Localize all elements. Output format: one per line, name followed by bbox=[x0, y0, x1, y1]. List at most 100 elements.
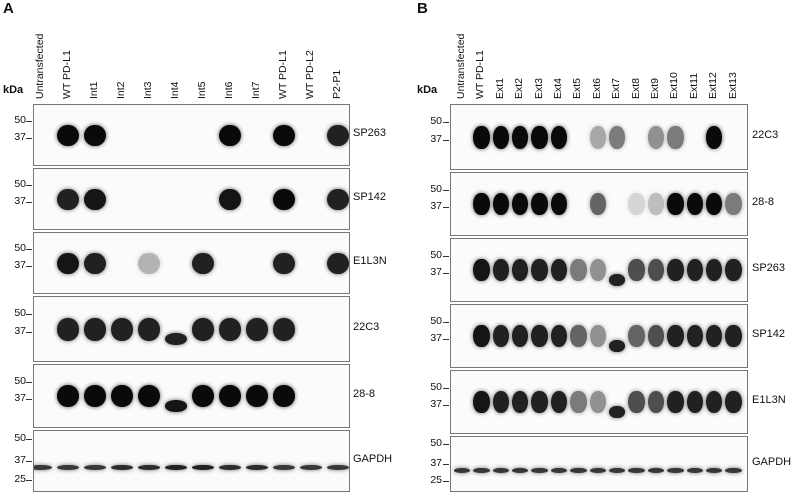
band bbox=[686, 259, 704, 282]
marker-37: 37 bbox=[14, 259, 26, 272]
blot-sp263 bbox=[450, 238, 748, 302]
antibody-label: 22C3 bbox=[752, 129, 779, 141]
band bbox=[570, 391, 587, 414]
marker-tick bbox=[26, 381, 32, 383]
marker-tick bbox=[26, 266, 32, 268]
band bbox=[453, 467, 471, 473]
antibody-label: SP263 bbox=[353, 127, 387, 139]
band bbox=[647, 467, 665, 473]
band bbox=[570, 467, 587, 473]
band bbox=[531, 467, 548, 473]
band bbox=[164, 333, 188, 346]
band bbox=[686, 391, 704, 414]
lane-label: Ext13 bbox=[726, 72, 739, 99]
band bbox=[326, 465, 349, 471]
lane-label: Ext8 bbox=[629, 77, 642, 99]
band bbox=[110, 318, 134, 341]
antibody-label: SP263 bbox=[752, 262, 786, 274]
band bbox=[492, 325, 510, 348]
band bbox=[550, 467, 568, 473]
blot-sp142 bbox=[450, 304, 748, 368]
band bbox=[164, 400, 188, 412]
blot-e1l3n bbox=[33, 232, 350, 294]
band bbox=[628, 325, 645, 348]
band bbox=[647, 259, 665, 282]
band bbox=[56, 124, 80, 146]
band bbox=[272, 318, 296, 341]
blot-28-8 bbox=[450, 172, 748, 236]
band bbox=[705, 467, 723, 473]
band bbox=[492, 467, 510, 473]
band bbox=[686, 325, 704, 348]
band bbox=[56, 465, 80, 471]
antibody-label: SP142 bbox=[752, 328, 786, 340]
band bbox=[511, 467, 529, 473]
band bbox=[56, 252, 80, 274]
band bbox=[550, 193, 568, 216]
marker-tick bbox=[443, 339, 449, 341]
panel-a-letter: A bbox=[3, 0, 14, 17]
lane-label: Int1 bbox=[88, 81, 100, 99]
band bbox=[725, 391, 742, 414]
marker-50: 50 bbox=[14, 242, 26, 255]
lane-label: Ext12 bbox=[707, 72, 720, 99]
marker-50: 50 bbox=[14, 178, 26, 191]
band bbox=[550, 259, 568, 282]
marker-tick bbox=[26, 121, 32, 123]
band bbox=[110, 385, 134, 408]
band bbox=[589, 193, 607, 216]
band bbox=[511, 325, 529, 348]
antibody-label: E1L3N bbox=[752, 394, 786, 406]
band bbox=[492, 193, 510, 216]
lane-label: Ext4 bbox=[552, 77, 564, 99]
band bbox=[589, 467, 607, 473]
band bbox=[218, 465, 242, 471]
band bbox=[550, 391, 568, 414]
lane-label: WT PD-L2 bbox=[304, 50, 316, 99]
band bbox=[667, 193, 684, 216]
band bbox=[473, 467, 490, 473]
marker-37: 37 bbox=[430, 332, 442, 345]
band bbox=[245, 318, 269, 341]
band bbox=[686, 193, 704, 216]
lane-label: Ext3 bbox=[532, 77, 545, 99]
band bbox=[686, 467, 704, 473]
marker-50: 50 bbox=[430, 115, 442, 128]
blot-gapdh bbox=[33, 430, 350, 492]
blot-e1l3n bbox=[450, 370, 748, 434]
antibody-label: E1L3N bbox=[353, 255, 387, 267]
marker-37: 37 bbox=[14, 195, 26, 208]
marker-tick bbox=[443, 321, 449, 323]
band bbox=[245, 385, 269, 408]
band bbox=[191, 252, 215, 274]
marker-tick bbox=[26, 202, 32, 204]
marker-tick bbox=[26, 138, 32, 140]
lane-label: Ext7 bbox=[610, 77, 623, 99]
band bbox=[608, 467, 626, 473]
band bbox=[628, 193, 645, 216]
band bbox=[608, 340, 626, 352]
band bbox=[667, 259, 684, 282]
band bbox=[272, 124, 296, 146]
panel-b-kda-label: kDa bbox=[417, 84, 438, 96]
band bbox=[511, 193, 529, 216]
band bbox=[473, 126, 490, 149]
band bbox=[56, 385, 80, 408]
marker-25: 25 bbox=[14, 472, 26, 485]
band bbox=[511, 259, 529, 282]
band bbox=[725, 467, 742, 473]
marker-tick bbox=[26, 438, 32, 440]
band bbox=[272, 385, 296, 408]
band bbox=[326, 188, 349, 210]
marker-37: 37 bbox=[430, 133, 442, 146]
band bbox=[667, 126, 684, 149]
marker-tick bbox=[443, 273, 449, 275]
marker-50: 50 bbox=[14, 431, 26, 444]
band bbox=[725, 325, 742, 348]
band bbox=[725, 193, 742, 216]
panel-b-letter: B bbox=[417, 0, 428, 17]
antibody-label: GAPDH bbox=[752, 456, 792, 468]
band bbox=[550, 325, 568, 348]
band bbox=[628, 259, 645, 282]
marker-tick bbox=[443, 189, 449, 191]
